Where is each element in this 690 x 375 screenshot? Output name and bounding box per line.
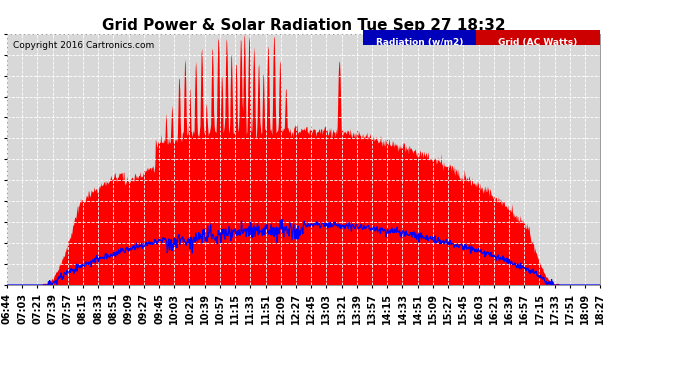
Text: Copyright 2016 Cartronics.com: Copyright 2016 Cartronics.com (13, 41, 154, 50)
Text: Grid (AC Watts): Grid (AC Watts) (498, 38, 578, 47)
Title: Grid Power & Solar Radiation Tue Sep 27 18:32: Grid Power & Solar Radiation Tue Sep 27 … (102, 18, 505, 33)
Text: Radiation (w/m2): Radiation (w/m2) (375, 38, 463, 47)
FancyBboxPatch shape (363, 30, 475, 45)
FancyBboxPatch shape (475, 30, 600, 45)
